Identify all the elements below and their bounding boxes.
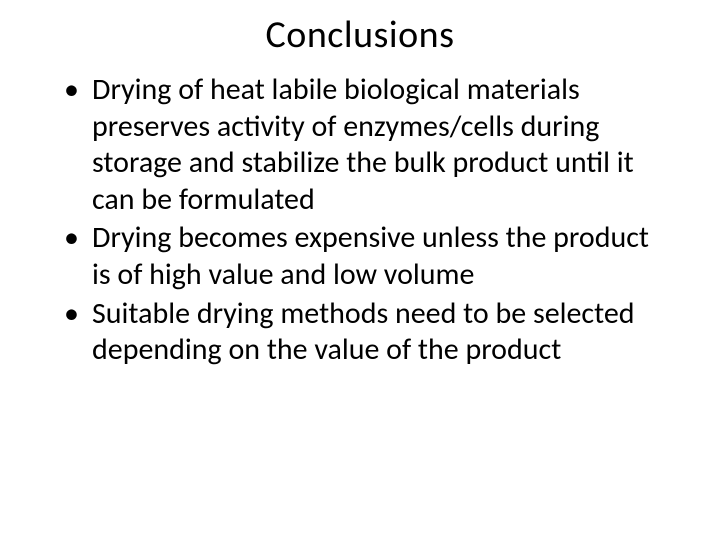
bullet-list: Drying of heat labile biological materia… bbox=[48, 72, 672, 369]
bullet-item: Suitable drying methods need to be selec… bbox=[64, 296, 672, 369]
bullet-item: Drying becomes expensive unless the prod… bbox=[64, 220, 672, 293]
slide-container: Conclusions Drying of heat labile biolog… bbox=[0, 0, 720, 540]
bullet-item: Drying of heat labile biological materia… bbox=[64, 72, 672, 218]
slide-title: Conclusions bbox=[48, 12, 672, 58]
